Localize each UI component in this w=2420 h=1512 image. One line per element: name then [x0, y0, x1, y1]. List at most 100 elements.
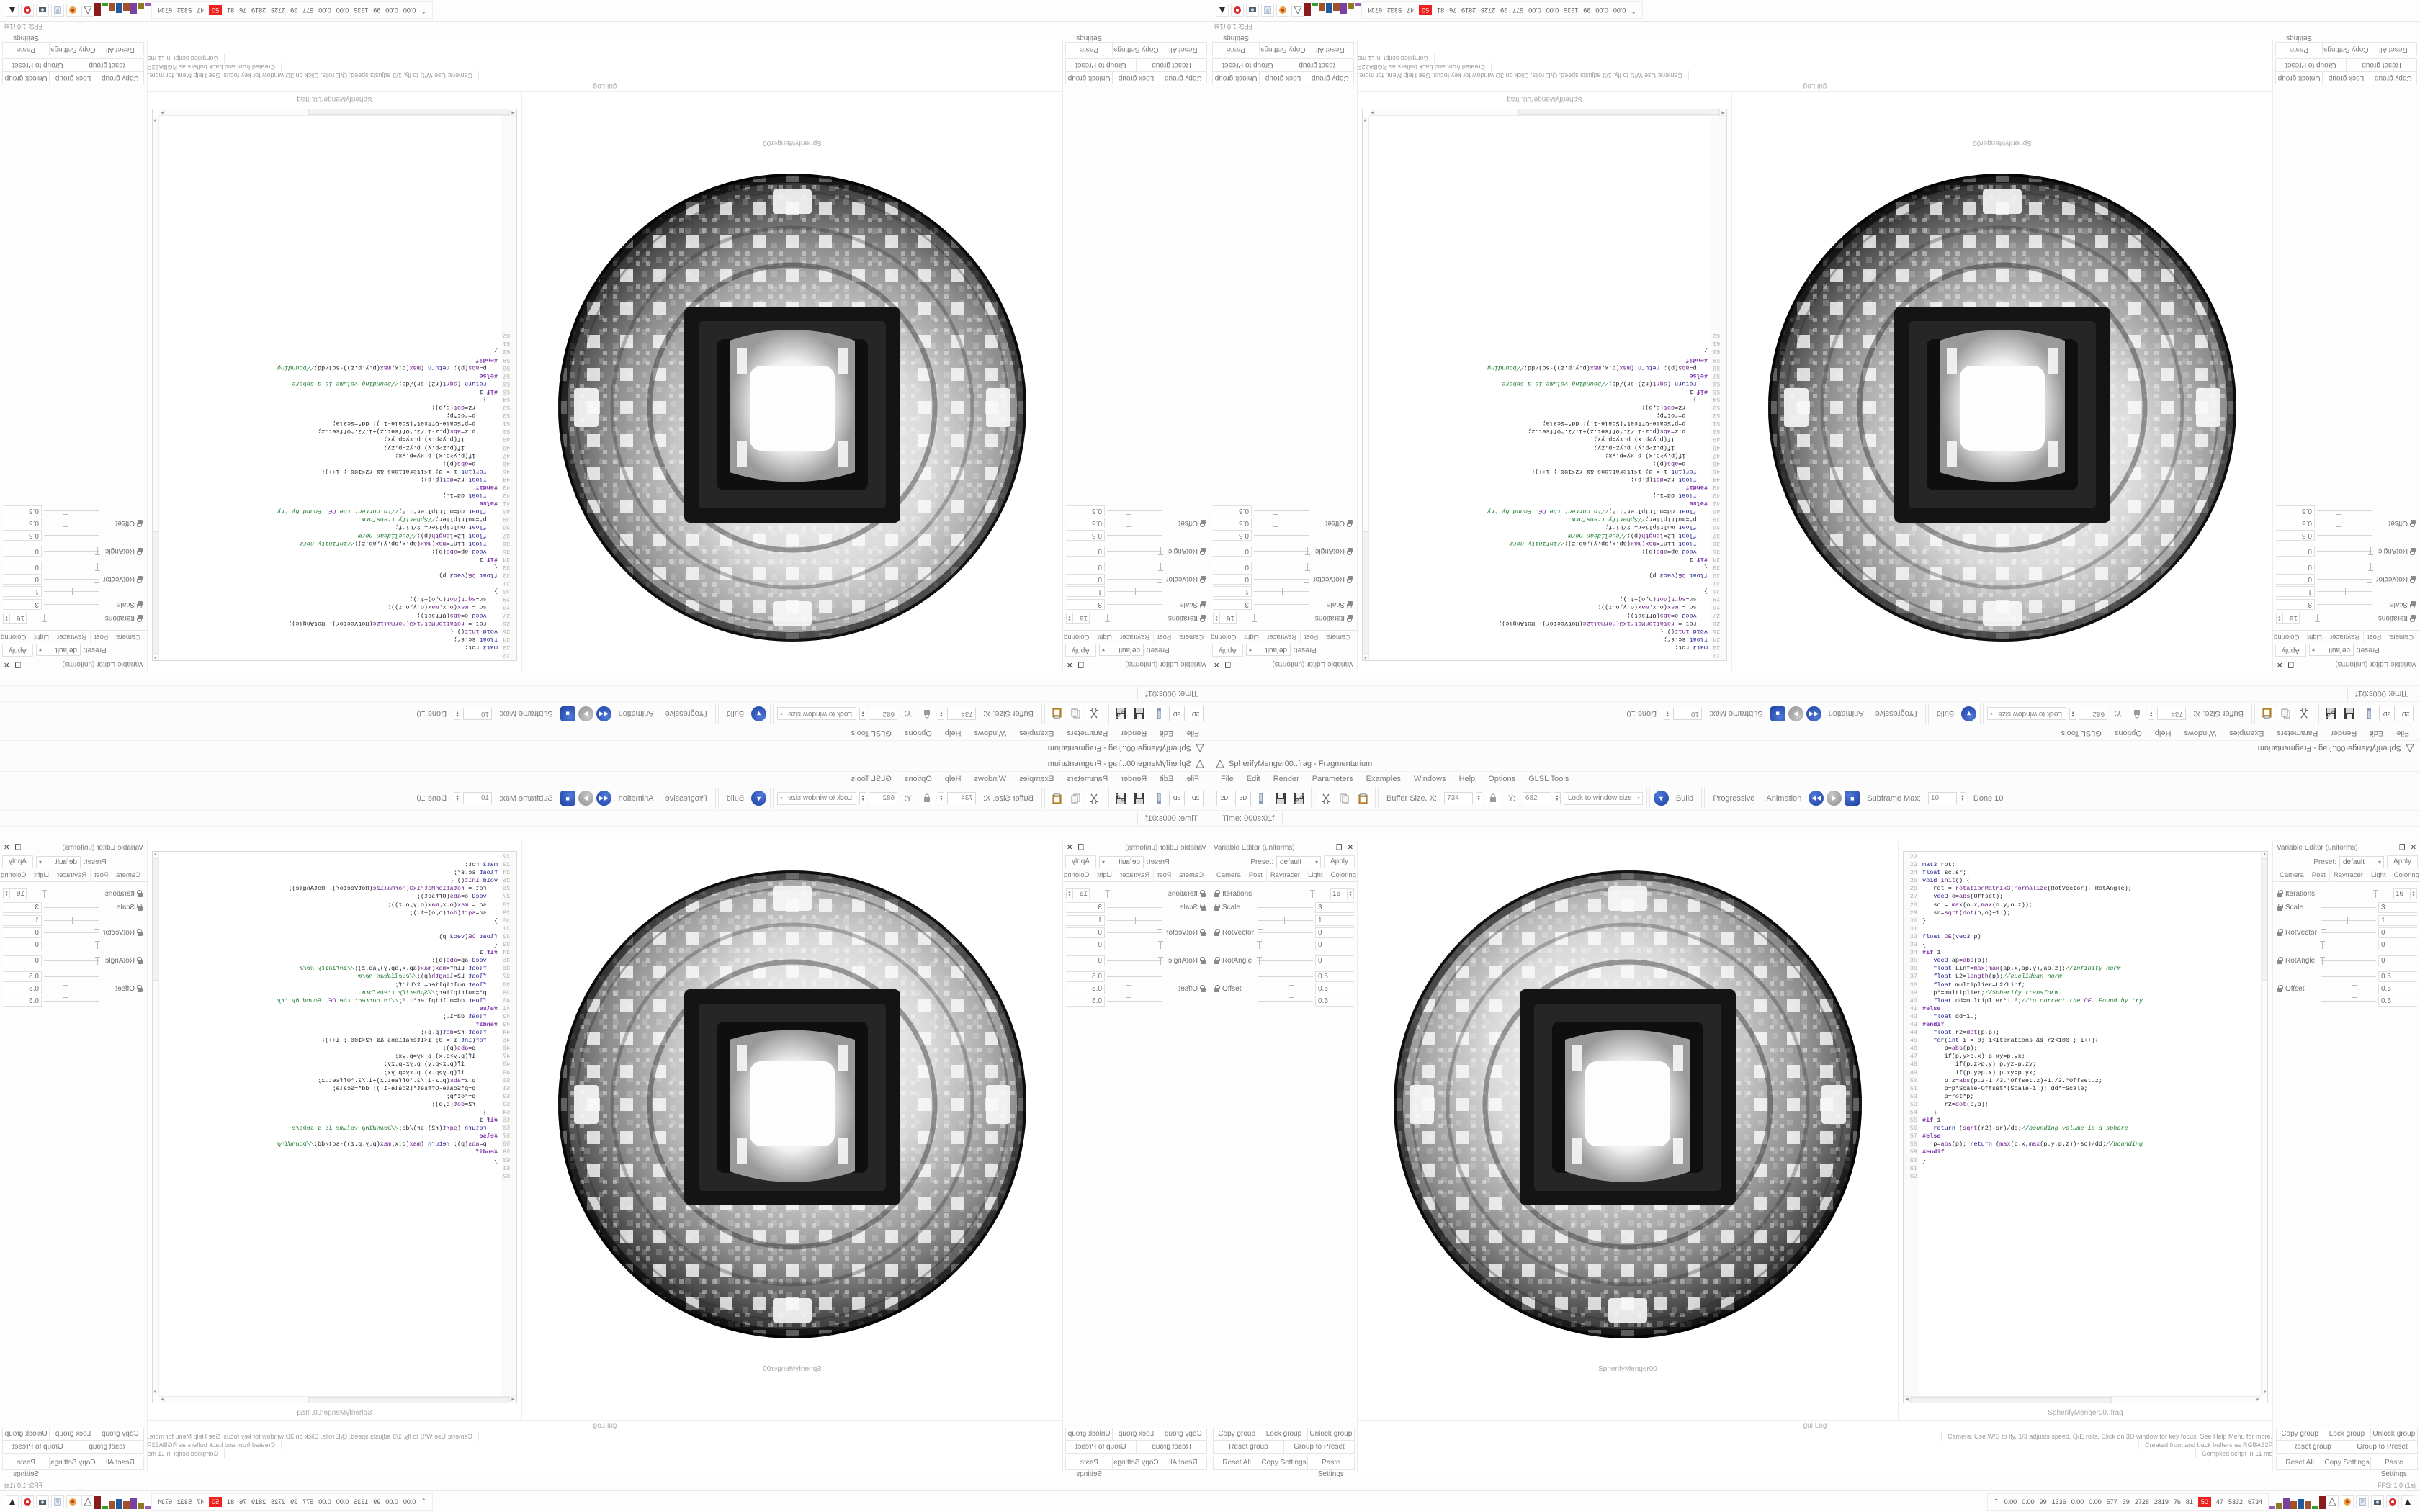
lock-group-button[interactable]: Lock group — [1112, 71, 1160, 84]
offset-value-x[interactable]: 0.5 — [3, 530, 42, 541]
editor-vertical-scrollbar[interactable]: ▲ ▼ — [2261, 852, 2267, 1396]
buffer-x-spinner[interactable]: ▲ ▼ — [937, 708, 944, 720]
rotvector-value-z[interactable]: 0 — [3, 940, 42, 950]
menu-file[interactable]: File — [1186, 729, 1199, 737]
scroll-thumb-h[interactable] — [308, 109, 510, 115]
left-tab-raytracer[interactable]: Raytracer — [1116, 631, 1154, 642]
view-2d-button[interactable]: 2D — [1216, 790, 1232, 806]
param-slider-y[interactable] — [1107, 575, 1162, 583]
menu-glsl-tools[interactable]: GLSL Tools — [1528, 775, 1569, 783]
rewind-icon[interactable]: ◀◀ — [1806, 706, 1821, 721]
code-editor-panel[interactable]: 22 23 24 25 26 27 28 29 30 31 32 33 34 35 36 37 38 39 40 41… — [148, 92, 522, 671]
menu-edit[interactable]: Edit — [1160, 729, 1174, 737]
code-line[interactable]: #else — [1689, 500, 1708, 508]
code-line[interactable]: #endif — [475, 1020, 498, 1028]
lock-icon[interactable] — [137, 985, 144, 993]
code-line[interactable]: sc = max(o.x,max(o.y,o.z)); — [387, 901, 498, 909]
scroll-left-icon[interactable]: ◀ — [511, 110, 515, 114]
unlock-group-button[interactable]: Unlock group — [1212, 71, 1260, 84]
param-value-z[interactable]: 0 — [1066, 562, 1105, 572]
code-line[interactable]: p.z=abs(p.z-1./3.*Offset.z)+1./3.*Offset… — [1528, 428, 1708, 436]
reset-group-button[interactable]: Reset group — [1136, 1441, 1207, 1454]
param-slider-z[interactable] — [1107, 563, 1162, 571]
code-line[interactable]: #else — [479, 372, 498, 379]
rotvector-value-y[interactable]: 0 — [2378, 927, 2417, 938]
code-line[interactable]: if(p.y>p.x) p.xy=p.yx; — [383, 436, 498, 444]
code-line[interactable]: float r2=dot(p,p); — [420, 475, 487, 483]
lock-icon[interactable] — [1347, 600, 1354, 608]
param-slider-y[interactable] — [1107, 519, 1162, 527]
code-line[interactable]: float dd=multiplier*1.6;//to correct the… — [277, 996, 487, 1004]
code-line[interactable]: if(p.y>p.x) p.xy=p.yx; — [1605, 451, 1708, 459]
buffer-x-spinner[interactable]: ▲ ▼ — [1476, 792, 1483, 804]
lock-icon[interactable] — [1200, 957, 1207, 965]
lock-icon[interactable] — [2410, 614, 2417, 622]
code-line[interactable]: return (sqrt(r2)-sr)/dd;//bounding volum… — [1933, 1125, 2128, 1133]
code-line[interactable]: p=p*Scale-Offset*(Scale-1.); dd*=Scale; — [1542, 420, 1708, 428]
paste-icon[interactable] — [2259, 706, 2275, 722]
param-row-iterations[interactable]: Iterations 16 ▲ ▼ — [1066, 888, 1207, 900]
param-row-offset[interactable]: Offset 0.5 0.5 — [2276, 971, 2417, 1007]
float-window-icon[interactable]: ❐ — [2398, 843, 2406, 852]
param-value-x[interactable]: 1 — [2276, 586, 2315, 597]
param-row-offset[interactable]: Offset 0.5 0.5 — [1066, 505, 1207, 541]
copy-settings-button[interactable]: Copy Settings — [2323, 1457, 2371, 1470]
code-line[interactable]: #else — [1922, 1004, 1941, 1012]
render-viewport[interactable]: SpherifyMenger00 — [1358, 841, 1898, 1420]
unlock-group-button[interactable]: Unlock group — [2275, 71, 2323, 84]
color-picker-icon[interactable] — [66, 1495, 79, 1508]
reset-all-button[interactable]: Reset All — [1306, 42, 1354, 55]
buffer-x-input[interactable]: 734 — [946, 792, 976, 804]
lock-icon[interactable] — [1213, 957, 1220, 965]
scroll-thumb[interactable] — [152, 858, 158, 981]
code-line[interactable]: rot = rotationMatrix3(normalize(RotVecto… — [288, 885, 498, 893]
close-icon[interactable]: ✕ — [2410, 843, 2416, 852]
editor-vertical-scrollbar[interactable]: ▲ ▼ — [152, 852, 159, 1396]
new-file-icon[interactable] — [1150, 706, 1166, 722]
editor-frame[interactable]: 22 23 24 25 26 27 28 29 30 31 32 33 34 35 36 37 38 39 40 41… — [152, 851, 517, 1403]
code-line[interactable] — [1363, 651, 1708, 659]
copy-settings-button[interactable]: Copy Settings — [2322, 42, 2370, 55]
rotvector-value-y[interactable]: 0 — [3, 574, 42, 585]
param-row-rotvector[interactable]: RotVector 1 0 — [1213, 915, 1354, 950]
code-line[interactable]: float multiplier=L2/Linf; — [395, 981, 487, 989]
left-tab-raytracer[interactable]: Raytracer — [1116, 870, 1154, 881]
code-line[interactable]: float multiplier=L2/Linf; — [395, 523, 487, 531]
lock-icon[interactable] — [2276, 985, 2283, 993]
iterations-slider[interactable] — [29, 614, 99, 622]
lock-icon[interactable] — [1347, 519, 1354, 527]
menu-windows[interactable]: Windows — [1413, 775, 1446, 783]
tab-coloring[interactable]: Coloring — [2390, 870, 2420, 881]
code-line[interactable]: p=abs(p); return (max(p.x,max(p.y,p.z))-… — [1487, 364, 1708, 372]
param-value-y[interactable]: 0.5 — [1315, 984, 1354, 994]
lock-aspect-icon[interactable] — [918, 790, 935, 806]
lock-icon[interactable] — [137, 547, 144, 555]
left-tab-post[interactable]: Post — [2363, 631, 2385, 642]
code-line[interactable]: float dd=multiplier*1.6;//to correct the… — [1487, 508, 1697, 516]
left-preset-select[interactable]: default — [1099, 644, 1144, 657]
buffer-x-spinner[interactable]: ▲ ▼ — [937, 792, 944, 804]
paste-settings-button[interactable]: Paste Settings — [2, 1457, 50, 1478]
rotvector-slider-z[interactable] — [2319, 941, 2376, 949]
preset-select[interactable]: default — [2339, 855, 2384, 868]
code-line[interactable]: { — [493, 941, 498, 949]
left-apply-button[interactable]: Apply — [1065, 644, 1097, 657]
lock-icon[interactable] — [137, 614, 144, 622]
left-tab-raytracer[interactable]: Raytracer — [1267, 870, 1304, 881]
cut-icon[interactable] — [1086, 790, 1102, 806]
code-line[interactable]: float Linf=max(max(ap.x,ap.y),ap.z);//in… — [299, 965, 487, 973]
menu-parameters[interactable]: Parameters — [2277, 729, 2318, 737]
param-slider-x[interactable] — [2317, 588, 2372, 595]
code-line[interactable]: for(int i = 0; i<Iterations && r2<100.; … — [321, 1037, 487, 1045]
paste-settings-button[interactable]: Paste Settings — [1065, 34, 1113, 55]
save-icon[interactable] — [1131, 790, 1147, 806]
code-line[interactable]: p=rot*p; — [446, 1092, 498, 1100]
code-line[interactable]: return (sqrt(r2)-sr)/dd;//bounding volum… — [292, 379, 487, 387]
param-value[interactable]: 0 — [1066, 955, 1105, 966]
scroll-thumb-h[interactable] — [1910, 1397, 2112, 1403]
rewind-icon[interactable]: ◀◀ — [596, 791, 611, 806]
text-editor-icon[interactable] — [2356, 1495, 2369, 1508]
lock-to-window-size-select[interactable]: Lock to window size — [1563, 791, 1643, 805]
code-line[interactable] — [1922, 925, 2267, 933]
scroll-thumb-h[interactable] — [1518, 109, 1720, 115]
